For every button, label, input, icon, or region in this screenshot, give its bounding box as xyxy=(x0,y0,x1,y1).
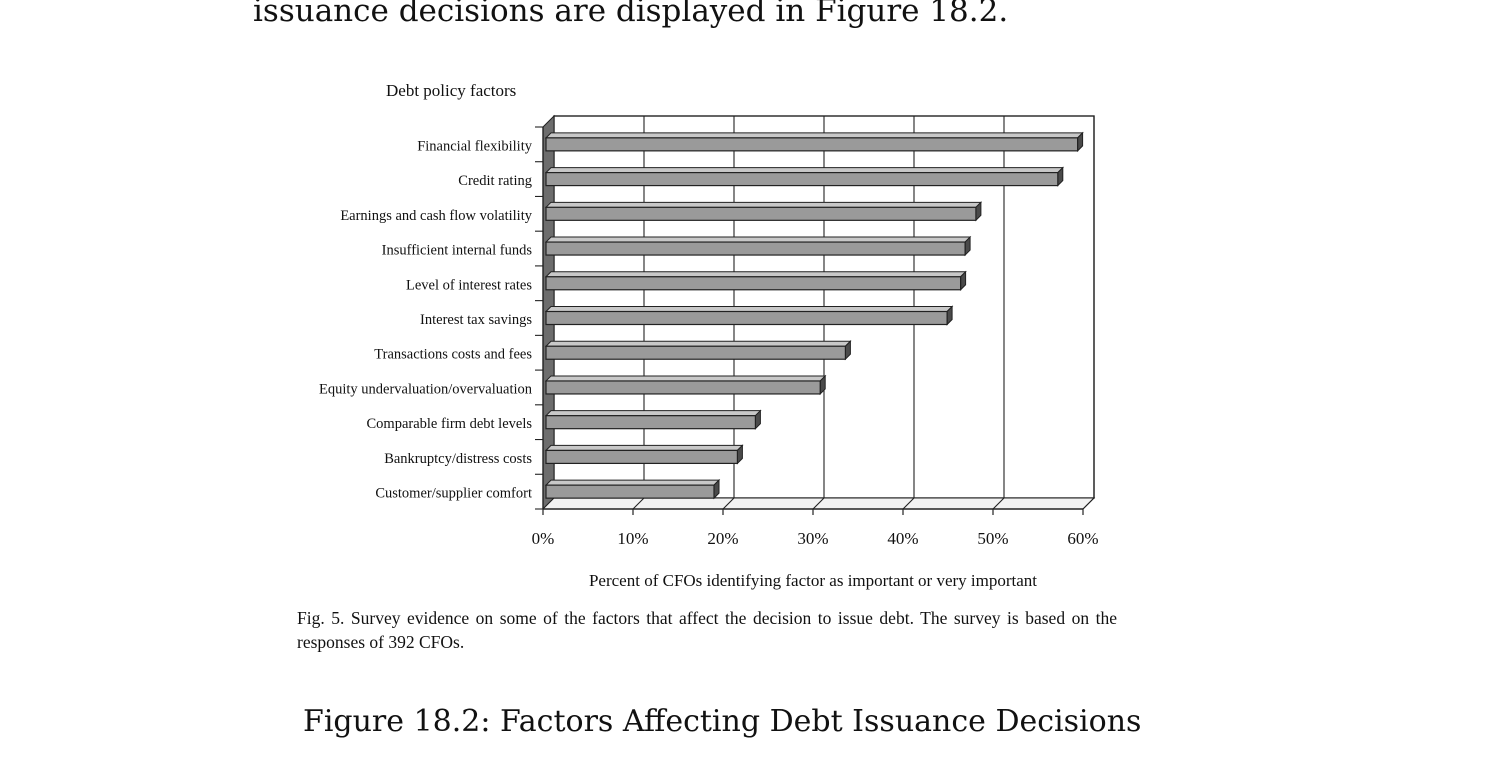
x-tick-label: 50% xyxy=(977,529,1008,548)
bar-top xyxy=(544,132,1084,139)
bar-top xyxy=(544,410,762,417)
figure-caption: Figure 18.2: Factors Affecting Debt Issu… xyxy=(303,704,1142,739)
category-label: Bankruptcy/distress costs xyxy=(384,451,532,467)
category-label: Insufficient internal funds xyxy=(382,243,533,259)
bar-top xyxy=(544,340,852,347)
bar xyxy=(545,484,715,499)
bar xyxy=(545,310,948,326)
x-tick-label: 30% xyxy=(797,529,828,548)
category-label: Comparable firm debt levels xyxy=(367,416,533,432)
bar-top xyxy=(544,236,972,243)
figure-5-caption: Fig. 5. Survey evidence on some of the f… xyxy=(297,608,1117,652)
category-label: Customer/supplier comfort xyxy=(375,486,532,502)
x-tick-label: 40% xyxy=(887,529,918,548)
bar-top xyxy=(544,375,827,382)
gridline-floor xyxy=(722,497,735,510)
category-label: Earnings and cash flow volatility xyxy=(340,208,532,224)
gridline-floor xyxy=(632,497,645,510)
category-label: Equity undervaluation/overvaluation xyxy=(319,381,533,397)
category-label: Transactions costs and fees xyxy=(374,347,532,363)
bar xyxy=(545,171,1059,187)
bar xyxy=(545,206,977,221)
category-label: Interest tax savings xyxy=(420,312,532,328)
bar-top xyxy=(544,306,954,312)
bar xyxy=(545,137,1079,152)
bar xyxy=(545,345,846,360)
bar-top xyxy=(544,201,983,208)
bar xyxy=(545,241,966,256)
bar-top xyxy=(544,271,967,278)
bar-top xyxy=(544,479,721,486)
gridline-floor xyxy=(902,497,915,510)
bar xyxy=(545,449,738,465)
bar xyxy=(545,276,962,291)
gridline-floor xyxy=(1082,497,1095,510)
bar xyxy=(545,415,756,430)
category-label: Level of interest rates xyxy=(406,277,532,293)
bar-chart: Debt policy factors 0% 10% 20% 30% 40% 50% 60%… xyxy=(319,81,1099,590)
bar-top xyxy=(544,167,1065,174)
x-tick-label: 10% xyxy=(617,529,648,548)
intro-text: issuance decisions are displayed in Figu… xyxy=(253,0,1009,29)
x-tick-label: 0% xyxy=(532,529,555,548)
gridline-floor xyxy=(812,497,825,510)
chart-title: Debt policy factors xyxy=(386,81,516,100)
bar xyxy=(545,380,821,395)
x-tick-label: 60% xyxy=(1067,529,1098,548)
category-label: Credit rating xyxy=(458,173,532,189)
x-axis-label: Percent of CFOs identifying factor as im… xyxy=(589,571,1037,590)
gridline-floor xyxy=(992,497,1005,510)
bar-top xyxy=(544,444,744,451)
category-label: Financial flexibility xyxy=(417,138,533,154)
x-tick-label: 20% xyxy=(707,529,738,548)
